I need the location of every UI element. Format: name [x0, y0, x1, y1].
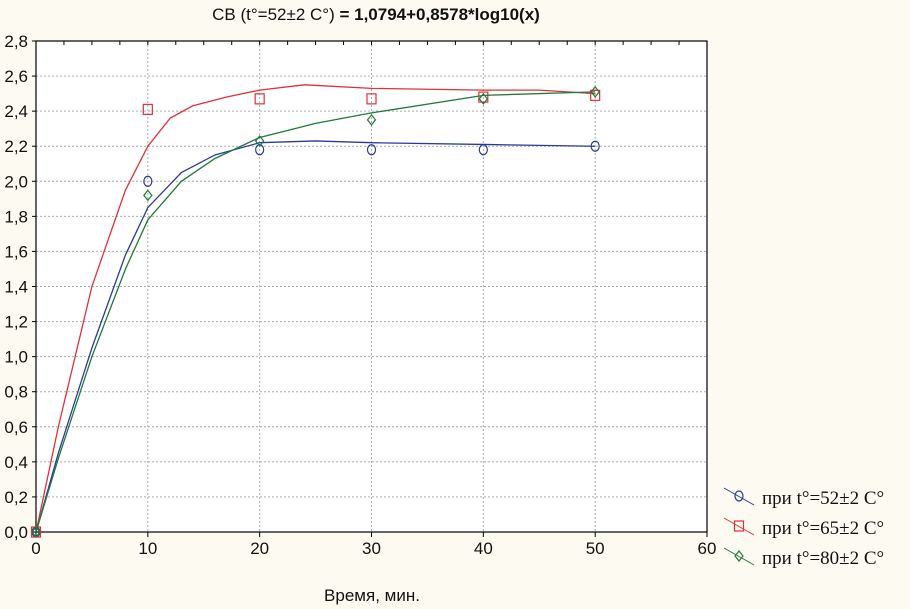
fit-line — [35, 140, 596, 533]
legend-item: при t°=65±2 C° — [723, 517, 884, 539]
legend-line — [723, 547, 755, 566]
x-tick-label: 0 — [31, 539, 40, 558]
x-tick-label: 50 — [586, 539, 605, 558]
y-tick-label: 0,8 — [4, 383, 28, 402]
y-tick-label: 0,4 — [4, 453, 28, 472]
data-point — [142, 103, 153, 115]
data-point — [31, 526, 41, 538]
legend-line — [723, 517, 755, 536]
title-prefix: СВ (t°=52±2 C°) — [212, 5, 335, 24]
data-point — [366, 93, 377, 105]
x-tick-label: 60 — [698, 539, 717, 558]
data-point — [254, 134, 265, 147]
legend-line — [723, 487, 755, 506]
series-diamond — [31, 85, 600, 538]
x-tick-label: 40 — [474, 539, 493, 558]
plot-frame — [35, 40, 708, 533]
data-point — [254, 93, 265, 105]
data-point — [143, 189, 153, 202]
y-tick-label: 2,8 — [4, 32, 28, 51]
legend-label: при t°=65±2 C° — [762, 518, 884, 539]
data-point — [366, 144, 377, 156]
data-point — [366, 113, 377, 126]
series-circle — [31, 140, 600, 538]
fit-line — [35, 91, 596, 533]
data-point — [590, 140, 600, 152]
x-axis-label: Время, мин. — [324, 586, 420, 605]
data-point — [255, 144, 265, 156]
y-tick-label: 0,2 — [4, 488, 28, 507]
x-tick-label: 20 — [250, 539, 269, 558]
data-point — [143, 175, 153, 187]
legend-item: при t°=52±2 C° — [723, 487, 884, 509]
legend-label: при t°=80±2 C° — [762, 548, 884, 569]
y-tick-label: 2,0 — [4, 172, 28, 191]
legend-marker — [734, 550, 744, 562]
y-tick-label: 1,2 — [4, 313, 28, 332]
x-tick-label: 30 — [362, 539, 381, 558]
chart-title: СВ (t°=52±2 C°) = 1,0794+0,8578*log10(x) — [212, 5, 540, 24]
data-point — [590, 85, 600, 98]
y-tick-label: 0,6 — [4, 418, 28, 437]
y-tick-label: 1,4 — [4, 278, 28, 297]
y-tick-label: 2,2 — [4, 137, 28, 156]
legend-label: при t°=52±2 C° — [762, 488, 884, 509]
title-equation: = 1,0794+0,8578*log10(x) — [335, 5, 540, 24]
legend-item: при t°=80±2 C° — [723, 547, 884, 569]
y-tick-label: 2,6 — [4, 67, 28, 86]
x-tick-label: 10 — [138, 539, 157, 558]
fit-line — [35, 84, 596, 533]
data-point — [590, 89, 601, 101]
data-point — [478, 91, 489, 103]
data-point — [478, 92, 489, 105]
y-tick-label: 2,4 — [4, 102, 28, 121]
legend-marker — [734, 490, 744, 502]
data-point — [478, 144, 488, 156]
y-tick-label: 1,6 — [4, 242, 28, 261]
y-tick-label: 1,0 — [4, 348, 28, 367]
series-square — [30, 84, 601, 538]
y-tick-label: 0,0 — [4, 523, 28, 542]
y-tick-label: 1,8 — [4, 207, 28, 226]
legend-marker — [733, 520, 745, 532]
